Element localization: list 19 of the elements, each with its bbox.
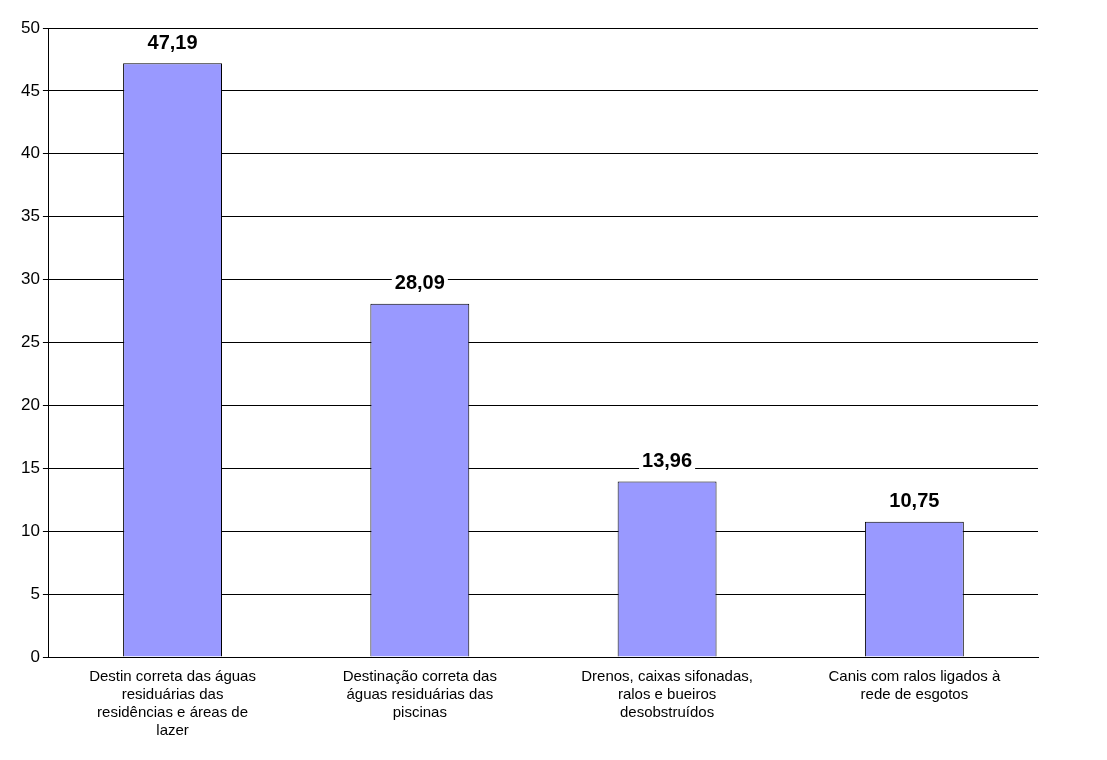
x-tick-label: Destin correta das águas residuárias das residências e áreas de lazer (89, 667, 256, 739)
x-tick-label: Drenos, caixas sifonadas, ralos e bueiros desobstruídos (581, 667, 753, 721)
y-tick-label: 40 (20, 143, 40, 163)
y-tick-label: 35 (20, 206, 40, 226)
y-tick-label: 45 (20, 80, 40, 100)
y-tick-label: 0 (30, 646, 40, 666)
y-tick-label: 15 (20, 457, 40, 477)
y-tick-label: 50 (20, 17, 40, 37)
y-tick-label: 30 (20, 269, 40, 289)
y-tick-label: 20 (20, 395, 40, 415)
y-tick-label: 25 (20, 332, 40, 352)
y-tick-label: 5 (30, 583, 40, 603)
x-tick-label: Destinação correta das águas residuárias das piscinas (342, 667, 497, 721)
y-tick-label: 10 (20, 520, 40, 540)
data-label: 28,09 (394, 271, 445, 294)
data-label: 10,75 (889, 489, 940, 512)
x-tick-label: Canis com ralos ligados à rede de esgotos (828, 667, 1001, 703)
data-label: 47,19 (147, 30, 198, 53)
data-label: 13,96 (642, 448, 693, 471)
